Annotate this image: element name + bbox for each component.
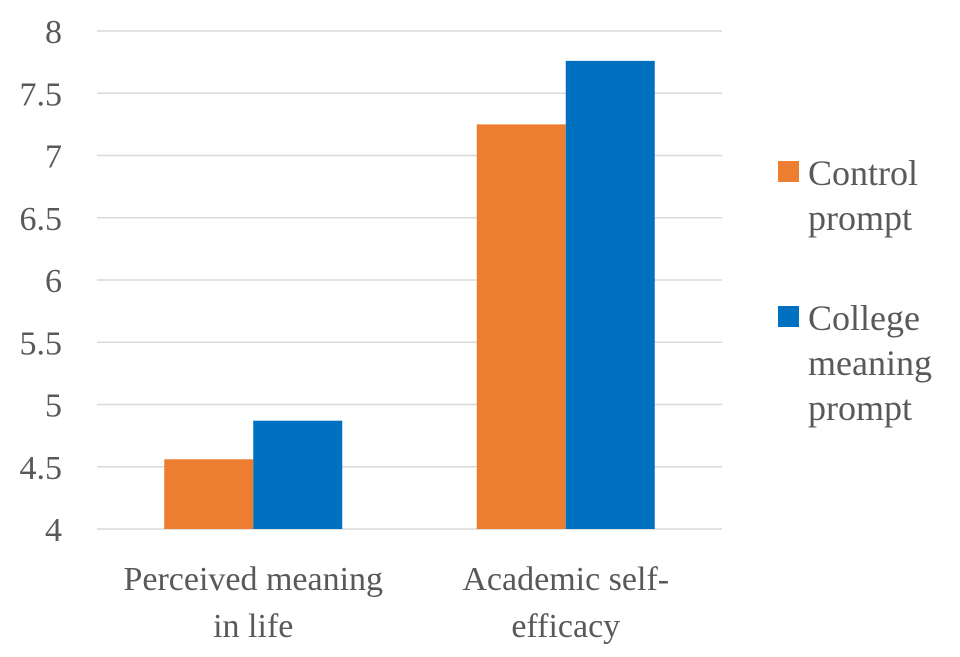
x-category-label: Perceived meaning	[123, 561, 383, 598]
x-category-label: in life	[213, 608, 293, 645]
x-category-label: Academic self-	[462, 561, 669, 598]
y-tick-label: 5	[45, 388, 62, 425]
y-axis-tick-labels: 4 4.5 5 5.5 6 6.5 7 7.5 8	[20, 14, 63, 549]
y-tick-label: 4	[45, 512, 62, 549]
legend-swatch	[778, 161, 799, 182]
bars	[164, 60, 655, 529]
bar	[253, 420, 343, 529]
y-tick-label: 6	[45, 263, 62, 300]
bar	[476, 124, 566, 529]
legend-label: prompt	[808, 198, 912, 238]
legend: Control prompt College meaning prompt	[778, 153, 932, 428]
legend-label: Control	[808, 153, 918, 193]
bar	[565, 60, 655, 529]
legend-label: meaning	[808, 343, 932, 383]
bar	[164, 459, 254, 529]
y-tick-label: 7	[45, 139, 62, 176]
y-tick-label: 6.5	[20, 201, 63, 238]
y-tick-label: 7.5	[20, 76, 63, 113]
legend-swatch	[778, 306, 799, 327]
y-tick-label: 4.5	[20, 450, 63, 487]
x-category-label: efficacy	[511, 608, 620, 645]
y-tick-label: 8	[45, 14, 62, 51]
legend-label: prompt	[808, 388, 912, 428]
legend-label: College	[808, 298, 920, 338]
y-tick-label: 5.5	[20, 325, 63, 362]
x-axis-category-labels: Perceived meaning in life Academic self-ef…	[123, 561, 669, 645]
